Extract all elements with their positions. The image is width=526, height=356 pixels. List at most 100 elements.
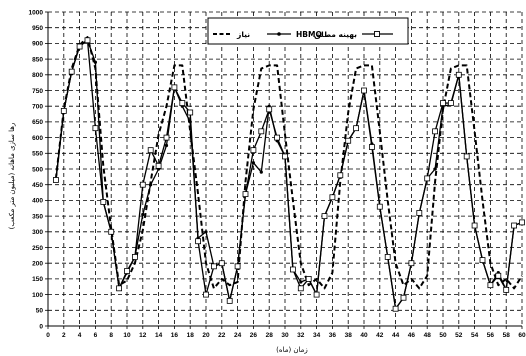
data-point-optimal (203, 291, 209, 298)
data-point-optimal (234, 263, 241, 270)
data-point-optimal (53, 177, 59, 183)
data-point-optimal (368, 144, 375, 150)
data-point-optimal (282, 153, 288, 160)
data-point-optimal (76, 43, 83, 50)
y-axis-title: رها سازی ماهانه (میلیون متر مکعب) (8, 123, 16, 230)
data-point-optimal (337, 172, 344, 179)
y-tick-label: 650 (32, 119, 43, 126)
x-tick-label: 18 (187, 332, 195, 339)
y-tick-label: 50 (36, 308, 44, 315)
data-point-optimal (131, 254, 138, 260)
data-point-optimal (258, 128, 265, 135)
y-tick-label: 600 (32, 135, 43, 142)
data-point-optimal (68, 68, 75, 75)
data-point-hbmo (93, 60, 97, 64)
data-point-optimal (92, 125, 99, 132)
legend-box (207, 17, 409, 45)
x-tick-label: 26 (250, 332, 258, 339)
legend-label-demand: نیاز (236, 30, 250, 39)
x-tick-label: 36 (329, 332, 337, 339)
data-point-optimal (147, 147, 154, 154)
data-point-optimal (210, 263, 217, 270)
data-point-optimal (226, 297, 233, 304)
legend-label-optimal: بهینه مطلق (314, 30, 357, 39)
data-point-optimal (416, 210, 423, 216)
data-point-optimal (313, 291, 320, 298)
x-tick-label: 40 (360, 332, 368, 339)
x-tick-label: 60 (518, 332, 526, 339)
x-tick-label: 14 (155, 332, 163, 339)
y-tick-label: 100 (32, 292, 43, 299)
x-tick-label: 6 (94, 332, 98, 339)
x-tick-label: 34 (313, 332, 321, 339)
data-point-optimal (100, 199, 107, 205)
x-tick-label: 50 (439, 332, 447, 339)
data-point-optimal (60, 108, 67, 114)
data-point-optimal (447, 100, 454, 106)
data-point-optimal (242, 191, 249, 198)
data-point-optimal (124, 268, 130, 274)
data-point-optimal (195, 238, 202, 245)
y-tick-label: 750 (32, 88, 43, 95)
y-tick-label: 850 (32, 56, 43, 63)
data-point-optimal (353, 125, 360, 132)
data-point-optimal (471, 222, 478, 229)
y-tick-label: 1000 (29, 9, 44, 16)
data-point-hbmo (433, 167, 437, 171)
y-tick-label: 250 (32, 245, 43, 252)
x-tick-label: 56 (487, 332, 495, 339)
x-tick-label: 24 (234, 332, 242, 339)
legend-marker-hbmo (277, 32, 281, 36)
x-tick-label: 42 (376, 332, 384, 339)
data-point-hbmo (299, 280, 303, 284)
x-tick-labels: 0 2 4 6 8 10 12 14 16 18 20 22 24 26 28 30 32 34 36 38 40 42 4… (46, 332, 526, 339)
data-point-optimal (463, 153, 470, 160)
x-tick-label: 8 (109, 332, 113, 339)
data-point-optimal (305, 275, 312, 282)
x-tick-label: 4 (78, 332, 82, 339)
data-point-optimal (345, 137, 352, 144)
x-tick-label: 10 (123, 332, 131, 339)
x-tick-label: 32 (297, 332, 305, 339)
data-point-optimal (266, 106, 273, 113)
data-point-optimal (84, 37, 91, 44)
data-point-optimal (376, 203, 383, 210)
legend-marker-optimal (374, 31, 380, 37)
y-tick-labels: 0 50 100 150 200 250 300 350 400 450 500 550 600 650 7… (29, 9, 44, 330)
axes (45, 11, 523, 329)
data-point-optimal (163, 134, 170, 141)
x-tick-label: 20 (202, 332, 210, 339)
x-tick-label: 54 (471, 332, 479, 339)
y-tick-label: 450 (32, 182, 43, 189)
data-point-optimal (171, 84, 178, 91)
y-tick-label: 800 (32, 72, 43, 79)
data-point-optimal (250, 147, 257, 154)
data-point-optimal (487, 282, 494, 289)
data-point-optimal (155, 162, 162, 169)
legend: نیاز HBMO بهینه مطلق (207, 17, 409, 45)
x-axis-title: زمان (ماه) (276, 346, 308, 354)
data-point-optimal (503, 286, 510, 293)
series-layer (53, 36, 525, 312)
data-point-optimal (455, 71, 462, 78)
y-tick-label: 700 (32, 104, 43, 111)
data-point-hbmo (141, 212, 145, 217)
data-point-hbmo (204, 230, 208, 234)
data-point-optimal (274, 134, 281, 141)
data-point-optimal (479, 257, 486, 263)
data-point-optimal (139, 181, 146, 188)
data-point-hbmo (164, 143, 169, 148)
y-tick-label: 500 (32, 166, 43, 173)
y-tick-label: 200 (32, 261, 43, 268)
x-tick-label: 48 (424, 332, 432, 339)
data-point-hbmo (259, 170, 263, 174)
data-point-optimal (519, 219, 525, 226)
data-point-hbmo (251, 161, 255, 165)
data-point-optimal (511, 222, 518, 229)
data-point-optimal (440, 100, 446, 106)
data-point-optimal (297, 285, 304, 292)
y-tick-label: 350 (32, 213, 43, 220)
data-point-optimal (400, 294, 407, 301)
data-point-optimal (218, 260, 225, 267)
